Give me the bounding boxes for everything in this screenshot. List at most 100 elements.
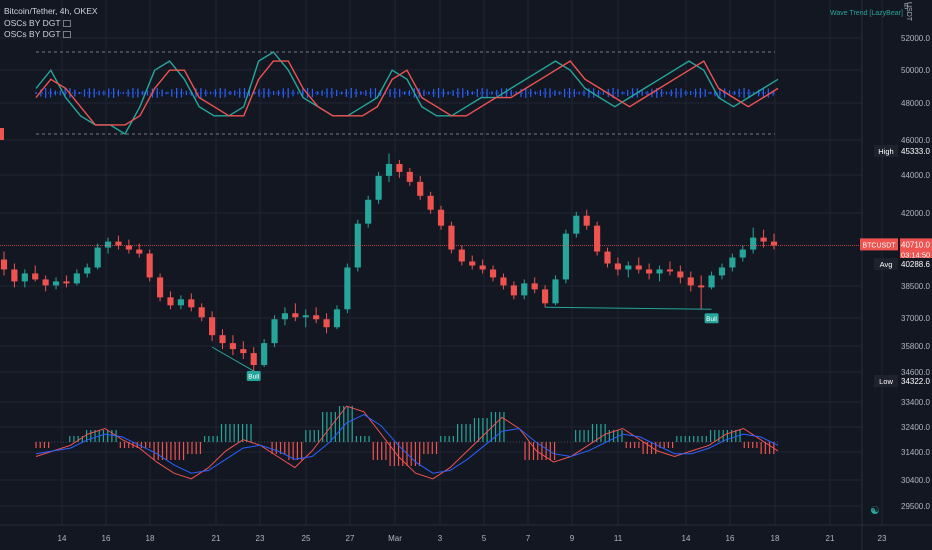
candle-body — [146, 253, 153, 278]
candle-body — [698, 285, 705, 288]
indicator-1-label: OSCs BY DGT — [4, 17, 61, 28]
candle-body — [323, 319, 330, 328]
candle-body — [427, 195, 434, 210]
candle-body — [354, 223, 361, 268]
candle-body — [333, 309, 341, 328]
x-tick-label: 5 — [482, 534, 487, 543]
x-tick-label: 14 — [58, 534, 67, 543]
y-tick-label: 35800.0 — [901, 342, 930, 351]
candle-body — [594, 225, 601, 252]
candle-body — [729, 257, 736, 268]
chart-legend: Bitcoin/Tether, 4h, OKEX OSCs BY DGT OSC… — [4, 6, 98, 41]
candle-body — [94, 247, 101, 268]
x-tick-label: 9 — [570, 534, 575, 543]
candle-body — [42, 279, 49, 286]
candle-body — [157, 277, 164, 298]
low-tag-label: Low — [879, 377, 893, 386]
x-tick-label: 23 — [256, 534, 265, 543]
bull-label-box — [704, 313, 719, 324]
wt1-line — [35, 51, 779, 135]
current-value-box — [900, 238, 932, 261]
candle-body — [770, 241, 778, 246]
y-tick-label: 48000.0 — [901, 99, 930, 108]
divergence-line — [545, 306, 712, 310]
candle-body — [198, 307, 205, 318]
symbol-title: Bitcoin/Tether, 4h, OKEX — [4, 6, 98, 16]
countdown-timer: 03:14:50 — [901, 250, 930, 259]
y-tick-label: 38500.0 — [901, 282, 930, 291]
candle-body — [73, 273, 80, 284]
candle-body — [240, 349, 247, 354]
candle-body — [656, 269, 663, 274]
wt2-line — [35, 60, 779, 126]
legend-symbol-row[interactable]: Bitcoin/Tether, 4h, OKEX — [4, 6, 98, 18]
x-tick-label: Mar — [388, 534, 402, 543]
candle-body — [84, 267, 91, 274]
candle-body — [209, 317, 216, 336]
left-edge-marker — [0, 128, 4, 140]
y-tick-label: 44000.0 — [901, 171, 930, 180]
candle-body — [250, 353, 257, 366]
low-value: 34322.0 — [901, 377, 930, 386]
candle-body — [219, 335, 226, 344]
candle-body — [677, 271, 684, 278]
current-symbol: BTCUSDT — [862, 242, 896, 249]
candle-body — [188, 299, 195, 308]
candle-body — [469, 261, 476, 266]
candle-body — [0, 259, 8, 270]
candle-body — [375, 175, 382, 200]
y-tick-label: 34600.0 — [901, 368, 930, 377]
candle-body — [104, 241, 112, 248]
x-tick-label: 11 — [614, 534, 623, 543]
settings-icon[interactable]: ☯ — [870, 505, 880, 517]
candle-body — [344, 267, 351, 310]
candle-body — [708, 275, 715, 288]
x-tick-label: 23 — [878, 534, 887, 543]
candle-body — [21, 273, 28, 282]
candle-body — [510, 285, 517, 296]
osc-fast-line — [35, 405, 779, 480]
candle-body — [760, 237, 767, 242]
candle-body — [136, 249, 143, 254]
bull-label: Bull — [248, 374, 259, 381]
candle-body — [718, 267, 726, 276]
candle-body — [489, 269, 497, 278]
low-tag-box — [874, 375, 898, 387]
candle-body — [302, 315, 309, 318]
legend-indicator-2[interactable]: OSCs BY DGT — [4, 29, 98, 41]
candle-body — [417, 181, 424, 196]
candle-body — [32, 273, 39, 280]
candle-body — [604, 251, 611, 264]
x-tick-label: 25 — [302, 534, 311, 543]
candle-body — [63, 281, 70, 284]
candle-body — [313, 315, 320, 320]
currency-label: USDT — [905, 2, 912, 22]
current-value: 40710.0 — [901, 240, 930, 249]
candle-body — [562, 233, 569, 280]
candle-body — [666, 269, 674, 272]
candle-body — [281, 313, 289, 320]
visibility-icon[interactable] — [62, 19, 71, 27]
candle-body — [614, 263, 621, 270]
candle-body — [292, 313, 299, 318]
y-tick-label: 46000.0 — [901, 136, 930, 145]
y-tick-label: 29500.0 — [901, 502, 930, 511]
x-tick-label: 27 — [346, 534, 355, 543]
visibility-icon[interactable] — [62, 31, 71, 39]
x-tick-label: 16 — [726, 534, 735, 543]
y-tick-label: 5 — [904, 2, 909, 11]
candle-body — [552, 279, 559, 304]
candle-body — [458, 249, 465, 262]
candle-body — [365, 199, 372, 224]
x-tick-label: 18 — [146, 534, 155, 543]
candle-body — [52, 281, 60, 286]
avg-value: 40288.6 — [901, 260, 930, 269]
avg-tag-label: Avg — [880, 260, 893, 269]
y-tick-label: 52000.0 — [901, 34, 930, 43]
high-value: 45333.0 — [901, 147, 930, 156]
legend-indicator-1[interactable]: OSCs BY DGT — [4, 18, 98, 30]
x-tick-label: 18 — [771, 534, 780, 543]
x-tick-label: 7 — [526, 534, 531, 543]
